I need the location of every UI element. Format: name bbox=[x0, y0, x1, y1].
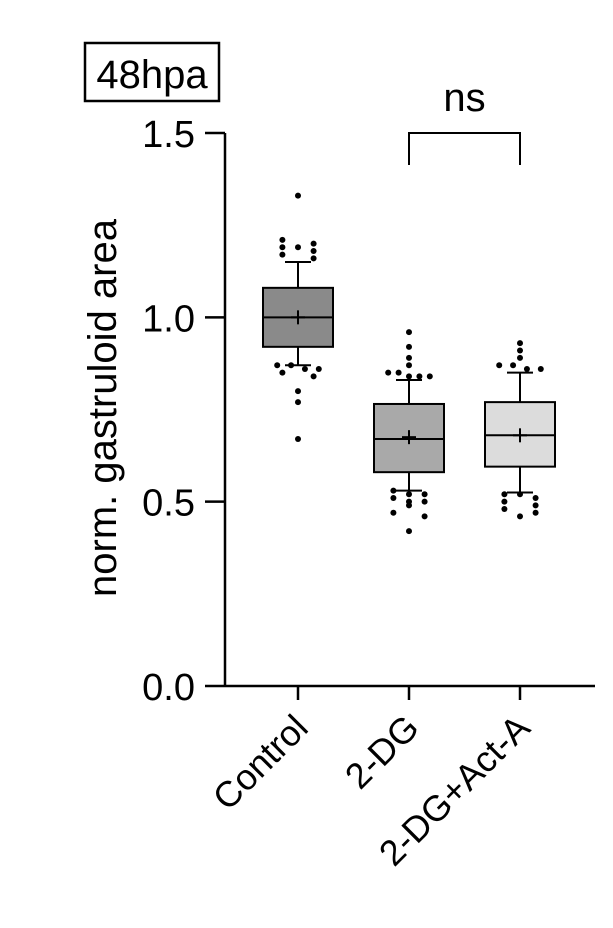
bracket-line bbox=[408, 132, 521, 165]
outlier-point bbox=[274, 362, 281, 369]
boxes bbox=[262, 192, 556, 535]
outlier-point bbox=[517, 513, 523, 520]
box-2 bbox=[373, 329, 445, 535]
outlier-point bbox=[406, 528, 412, 535]
outlier-point bbox=[421, 491, 428, 498]
box-3 bbox=[484, 340, 556, 520]
outlier-point bbox=[406, 329, 412, 336]
outlier-point bbox=[310, 240, 317, 247]
outlier-point bbox=[532, 494, 539, 501]
outlier-point bbox=[421, 513, 428, 520]
y-tick-label: 1.0 bbox=[142, 298, 195, 340]
outlier-point bbox=[496, 362, 503, 369]
outlier-point bbox=[426, 373, 433, 380]
outlier-point bbox=[279, 251, 286, 258]
outlier-point bbox=[406, 502, 412, 509]
outlier-point bbox=[395, 369, 402, 376]
outlier-point bbox=[406, 491, 412, 498]
box-1 bbox=[262, 192, 334, 442]
outlier-point bbox=[501, 506, 508, 513]
outlier-point bbox=[310, 247, 317, 254]
outlier-point bbox=[501, 498, 508, 505]
outlier-point bbox=[406, 354, 412, 361]
outlier-point bbox=[295, 435, 301, 442]
outlier-point bbox=[517, 354, 523, 361]
outlier-point bbox=[279, 244, 286, 251]
outlier-point bbox=[523, 365, 530, 372]
outlier-point bbox=[390, 494, 397, 501]
outlier-point bbox=[310, 373, 317, 380]
outlier-point bbox=[510, 362, 517, 369]
outlier-point bbox=[406, 362, 412, 369]
outlier-point bbox=[406, 373, 412, 380]
panel-label-frame bbox=[83, 41, 221, 103]
panel-label: 48hpa bbox=[96, 53, 208, 97]
outlier-point bbox=[295, 388, 301, 395]
significance-label: ns bbox=[443, 76, 485, 120]
outlier-point bbox=[416, 373, 423, 380]
outlier-point bbox=[310, 255, 317, 262]
outlier-point bbox=[532, 509, 539, 516]
outlier-point bbox=[390, 487, 397, 494]
outlier-point bbox=[301, 365, 308, 372]
outlier-point bbox=[517, 340, 523, 347]
outlier-point bbox=[537, 365, 544, 372]
outlier-point bbox=[295, 399, 301, 406]
outlier-point bbox=[288, 362, 295, 369]
outlier-point bbox=[315, 365, 322, 372]
x-tick-label: Control bbox=[205, 707, 316, 818]
outlier-point bbox=[295, 192, 301, 199]
outlier-point bbox=[279, 369, 286, 376]
y-tick-label: 0.0 bbox=[142, 667, 195, 709]
y-axis-label: norm. gastruloid area bbox=[81, 218, 125, 597]
y-tick-label: 0.5 bbox=[142, 483, 195, 525]
y-tick-label: 1.5 bbox=[142, 114, 195, 156]
outlier-point bbox=[421, 498, 428, 505]
outlier-point bbox=[532, 502, 539, 509]
x-tick-label: 2-DG bbox=[337, 707, 427, 797]
significance-bracket: ns bbox=[408, 76, 521, 165]
outlier-point bbox=[517, 491, 523, 498]
outlier-point bbox=[279, 236, 286, 243]
outlier-point bbox=[406, 343, 412, 350]
outlier-point bbox=[517, 347, 523, 354]
outlier-point bbox=[390, 509, 397, 516]
outlier-point bbox=[501, 491, 508, 498]
outlier-point bbox=[295, 244, 301, 251]
outlier-point bbox=[385, 369, 392, 376]
